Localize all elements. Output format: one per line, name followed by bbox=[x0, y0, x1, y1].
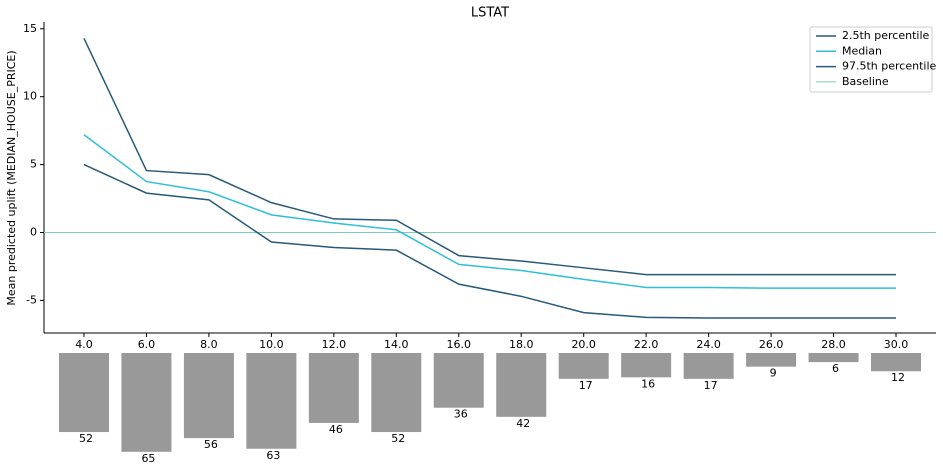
legend-label: Median bbox=[842, 44, 882, 57]
x-tick-label: 12.0 bbox=[322, 338, 347, 351]
count-bar bbox=[183, 353, 234, 439]
x-tick-label: 16.0 bbox=[447, 338, 472, 351]
legend-label: Baseline bbox=[842, 75, 889, 88]
count-label: 63 bbox=[266, 449, 280, 462]
count-bar bbox=[308, 353, 359, 423]
count-bar bbox=[558, 353, 609, 379]
y-tick-label: 5 bbox=[30, 158, 37, 171]
chart-title: LSTAT bbox=[471, 6, 509, 21]
x-tick-label: 22.0 bbox=[634, 338, 659, 351]
x-tick-label: 24.0 bbox=[696, 338, 721, 351]
x-tick-label: 6.0 bbox=[138, 338, 156, 351]
y-tick-label: 15 bbox=[23, 22, 37, 35]
count-bar bbox=[371, 353, 422, 433]
legend-label: 2.5th percentile bbox=[842, 29, 930, 42]
count-label: 6 bbox=[832, 362, 839, 375]
legend-label: 97.5th percentile bbox=[842, 60, 937, 73]
count-bar bbox=[808, 353, 859, 363]
x-tick-label: 30.0 bbox=[884, 338, 909, 351]
count-label: 16 bbox=[641, 377, 655, 390]
line bbox=[83, 37, 897, 276]
count-label: 9 bbox=[770, 367, 777, 380]
x-tick-label: 28.0 bbox=[821, 338, 846, 351]
count-label: 56 bbox=[204, 438, 218, 451]
x-tick-label: 14.0 bbox=[384, 338, 409, 351]
count-bar bbox=[496, 353, 547, 417]
count-label: 36 bbox=[454, 408, 468, 421]
line bbox=[83, 134, 897, 289]
x-tick-label: 8.0 bbox=[200, 338, 218, 351]
count-bar bbox=[871, 353, 922, 372]
y-tick-label: -5 bbox=[26, 293, 37, 306]
x-tick-label: 4.0 bbox=[75, 338, 93, 351]
count-bar bbox=[746, 353, 797, 367]
count-label: 17 bbox=[704, 379, 718, 392]
count-bar bbox=[433, 353, 484, 408]
x-tick-label: 18.0 bbox=[509, 338, 534, 351]
count-label: 17 bbox=[579, 379, 593, 392]
count-bar bbox=[621, 353, 672, 378]
count-bar bbox=[246, 353, 297, 449]
count-label: 42 bbox=[516, 417, 530, 430]
count-label: 65 bbox=[141, 452, 155, 465]
y-tick-label: 0 bbox=[30, 226, 37, 239]
count-label: 52 bbox=[391, 432, 405, 445]
count-label: 46 bbox=[329, 423, 343, 436]
x-tick-label: 10.0 bbox=[259, 338, 284, 351]
line bbox=[83, 163, 897, 319]
count-label: 12 bbox=[891, 371, 905, 384]
count-bar bbox=[683, 353, 734, 379]
x-tick-label: 20.0 bbox=[571, 338, 596, 351]
x-tick-label: 26.0 bbox=[759, 338, 784, 351]
legend-box bbox=[809, 26, 933, 93]
count-label: 52 bbox=[79, 432, 93, 445]
y-axis-label: Mean predicted uplift (MEDIAN_HOUSE_PRIC… bbox=[5, 50, 18, 305]
count-bar bbox=[58, 353, 109, 433]
count-bar bbox=[121, 353, 172, 452]
y-tick-label: 10 bbox=[23, 90, 37, 103]
